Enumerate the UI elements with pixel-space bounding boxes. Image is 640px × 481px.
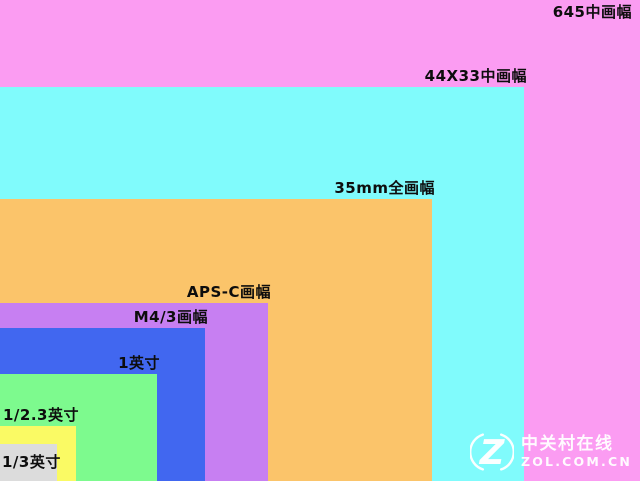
sensor-label-aps-c: APS-C画幅 — [186, 283, 271, 301]
sensor-label-44x33: 44X33中画幅 — [424, 67, 527, 85]
zol-site-name: 中关村在线 — [520, 434, 614, 455]
zol-watermark: Z 中关村在线 ZOL.COM.CN — [469, 428, 632, 476]
zol-z-logo-icon: Z — [469, 433, 514, 472]
zol-logo-letter: Z — [479, 433, 506, 472]
sensor-label-1-inch: 1英寸 — [118, 354, 160, 372]
sensor-label-m4-3: M4/3画幅 — [133, 308, 208, 326]
sensor-label-1-3-inch: 1/3英寸 — [2, 453, 61, 471]
sensor-label-35mm: 35mm全画幅 — [334, 179, 435, 197]
sensor-label-1-2-3-inch: 1/2.3英寸 — [3, 406, 79, 424]
zol-site-url: ZOL.COM.CN — [520, 453, 632, 469]
zol-watermark-text: 中关村在线 ZOL.COM.CN — [520, 434, 632, 469]
sensor-label-645: 645中画幅 — [552, 3, 632, 21]
sensor-rect-1-3-inch — [0, 444, 57, 481]
